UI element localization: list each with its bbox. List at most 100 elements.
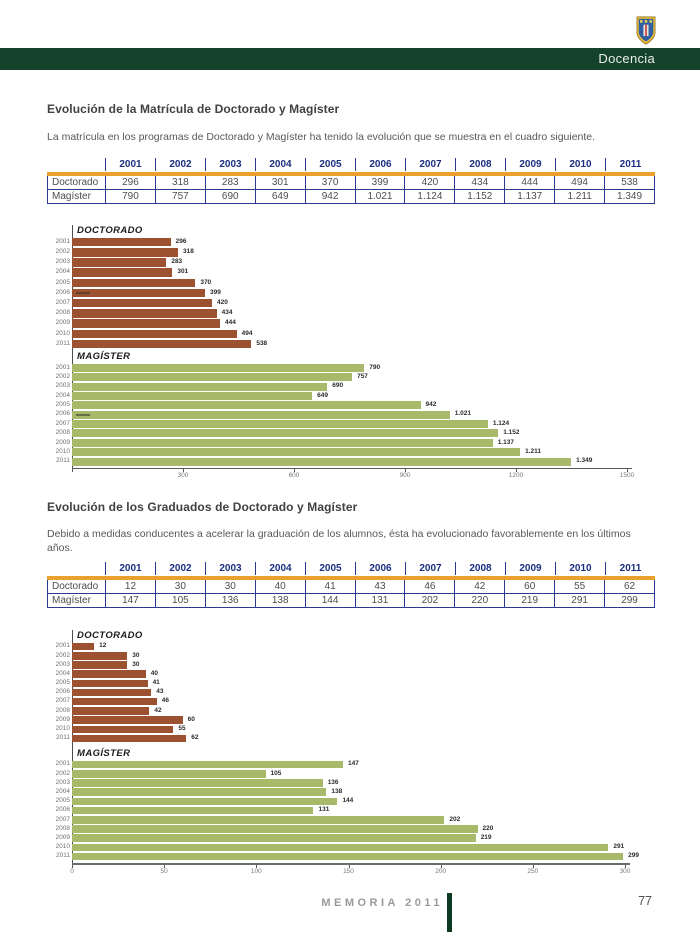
page-number: 77 xyxy=(638,894,652,908)
bar-year-label: 2003 xyxy=(55,258,70,266)
table-value-cell: 30 xyxy=(204,579,255,593)
table-orange-rule xyxy=(47,576,655,580)
axis-tick xyxy=(440,865,442,869)
axis-tick xyxy=(348,865,350,869)
bar-value-label: 46 xyxy=(161,697,170,705)
chart-bar-row: 2010 291 xyxy=(47,843,662,852)
axis-tick xyxy=(294,469,295,473)
bar-2007 xyxy=(72,420,488,429)
bar-2002 xyxy=(72,373,353,382)
bar-value-label: 757 xyxy=(357,372,368,380)
bar-marker-dash xyxy=(76,413,90,416)
table-value-cell: 147 xyxy=(105,593,155,607)
bar-year-label: 2010 xyxy=(55,448,70,456)
bar-year-label: 2008 xyxy=(55,706,70,714)
bar-year-label: 2008 xyxy=(55,309,70,317)
table-value-cell: 220 xyxy=(454,593,504,607)
bar-value-label: 1.021 xyxy=(454,410,472,418)
table-value-cell: 399 xyxy=(354,175,405,189)
bar-value-label: 318 xyxy=(183,248,194,256)
bar-2010 xyxy=(72,329,237,339)
bar-2006 xyxy=(72,806,314,815)
bar-year-label: 2004 xyxy=(55,391,70,399)
bar-year-label: 2011 xyxy=(56,852,70,860)
chart-bar-row: 2005 942 xyxy=(47,401,662,410)
table-year-cell: 2009 xyxy=(505,158,555,171)
bar-year-label: 2003 xyxy=(55,660,70,668)
axis-tick xyxy=(627,469,628,473)
bar-value-label: 299 xyxy=(628,852,640,860)
table-value-cell: 136 xyxy=(204,593,255,607)
bar-value-label: 144 xyxy=(342,797,354,805)
bar-value-label: 40 xyxy=(150,669,158,677)
table-year-cell: 2008 xyxy=(455,562,505,575)
bar-2003 xyxy=(72,382,328,391)
bar-2003 xyxy=(72,661,128,669)
bar-year-label: 2002 xyxy=(55,769,70,777)
bar-2002 xyxy=(72,248,178,257)
chart-bar-row: 2007 202 xyxy=(47,815,662,824)
bar-year-label: 2009 xyxy=(55,833,70,841)
table-year-cell: 2001 xyxy=(105,158,155,171)
table-value-cell: 757 xyxy=(154,189,205,203)
bar-value-label: 131 xyxy=(318,806,330,814)
chart-graduates-doctorado: DOCTORADO 2001 12 2002 30 2003 30 2004 40 2005 41 2… xyxy=(47,630,662,743)
chart-bar-row: 2002 318 xyxy=(47,247,662,257)
bar-year-label: 2006 xyxy=(55,288,70,296)
chart-enrollment-magister: MAGÍSTER 2001 790 2002 757 2003 690 2004 649 2005… xyxy=(47,351,662,482)
bar-year-label: 2005 xyxy=(55,401,70,409)
chart-bar-row: 2007 1.124 xyxy=(47,419,662,429)
bar-value-label: 30 xyxy=(132,651,140,659)
bar-year-label: 2001 xyxy=(55,237,70,245)
bar-value-label: 105 xyxy=(270,769,282,777)
axis-tick xyxy=(625,865,626,869)
bar-value-label: 370 xyxy=(200,278,212,286)
table-value-cell: 131 xyxy=(354,593,405,607)
axis-tick-label: 1200 xyxy=(508,472,524,480)
bar-year-label: 2010 xyxy=(55,843,70,851)
bar-value-label: 60 xyxy=(187,715,195,723)
chart-bar-row: 2005 370 xyxy=(47,278,662,288)
chart-bar-row: 2001 296 xyxy=(47,237,662,247)
bar-value-label: 30 xyxy=(132,660,140,668)
chart-bar-row: 2008 1.152 xyxy=(47,429,662,438)
chart-bar-row: 2004 649 xyxy=(47,391,662,400)
section-header-bar: Docencia xyxy=(0,48,700,70)
table-value-cell: 790 xyxy=(105,189,155,203)
chart-bar-row: 2009 444 xyxy=(47,319,662,329)
chart-bar-row: 2010 55 xyxy=(47,725,662,734)
table-value-cell: 43 xyxy=(354,579,405,593)
table-row-label: Doctorado xyxy=(52,580,99,592)
chart-x-axis: 300 600 900 1200 1500 xyxy=(72,468,634,482)
table-row-label: Magíster xyxy=(52,594,91,606)
bar-year-label: 2010 xyxy=(55,725,70,733)
bar-value-label: 1.152 xyxy=(503,429,520,437)
section-header-label: Docencia xyxy=(598,51,655,66)
bar-year-label: 2002 xyxy=(55,651,70,659)
bar-year-label: 2004 xyxy=(55,787,70,795)
table-row: Magíster 790 757 690 649 942 1.021 1.124 1.152 1.… xyxy=(48,188,654,203)
bar-value-label: 434 xyxy=(221,309,233,317)
bar-value-label: 690 xyxy=(332,382,344,390)
table-value-cell: 690 xyxy=(204,189,255,203)
bar-year-label: 2007 xyxy=(55,419,70,427)
table-value-cell: 649 xyxy=(254,189,305,203)
table-value-cell: 1.211 xyxy=(554,189,604,203)
enrollment-charts: DOCTORADO 2001 296 2002 318 2003 283 2004 301 200… xyxy=(47,225,662,482)
bar-2007 xyxy=(72,298,212,308)
bar-year-label: 2005 xyxy=(55,278,70,286)
table-value-cell: 55 xyxy=(554,579,604,593)
chart-y-axis-line xyxy=(72,630,73,866)
table-year-cell: 2005 xyxy=(305,158,355,171)
bar-year-label: 2001 xyxy=(55,642,70,650)
axis-tick-label: 900 xyxy=(399,472,411,480)
axis-tick-label: 200 xyxy=(435,868,447,876)
table-body: Doctorado 12 30 30 40 41 43 46 42 60 55 62 Magíster 1… xyxy=(47,579,655,608)
chart-bar-row: 2001 12 xyxy=(47,642,662,651)
bar-year-label: 2009 xyxy=(55,715,70,723)
chart-bar-row: 2010 1.211 xyxy=(47,448,662,457)
table-year-cell: 2008 xyxy=(455,158,505,171)
bar-2007 xyxy=(72,697,157,706)
table-year-cell: 2002 xyxy=(155,158,205,171)
chart-title: DOCTORADO xyxy=(77,225,143,236)
